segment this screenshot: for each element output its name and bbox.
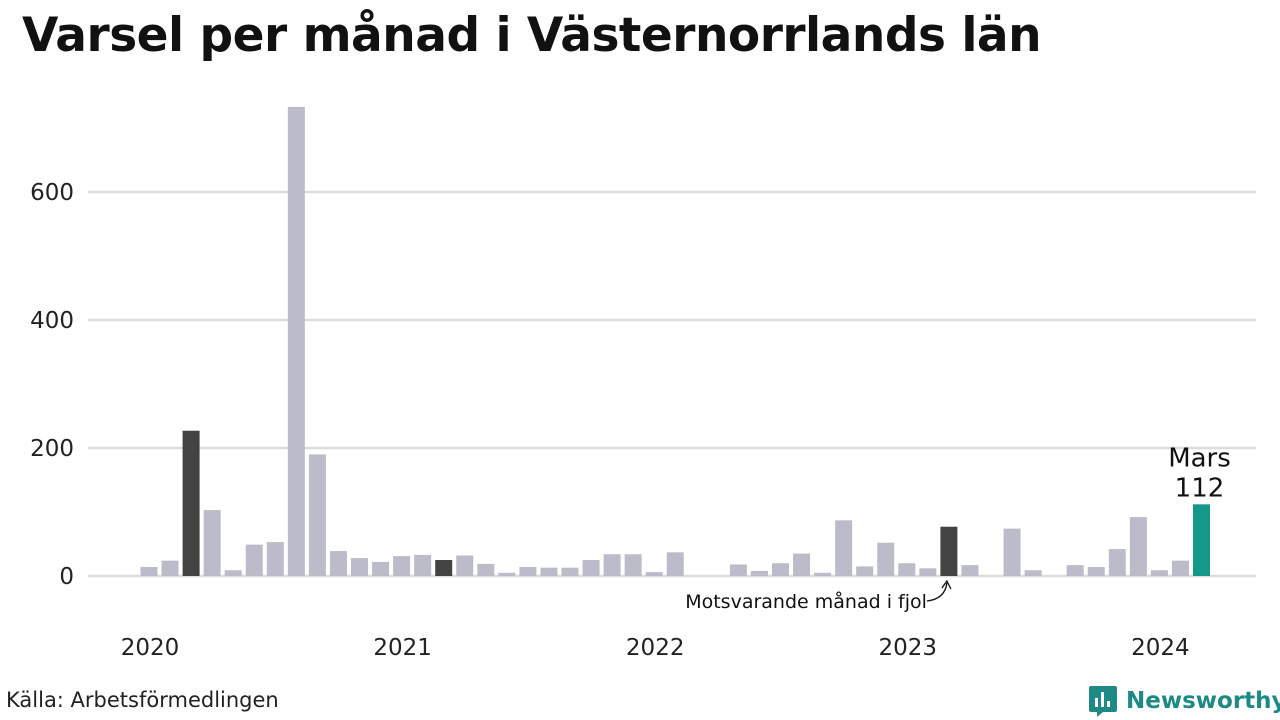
x-axis-ticks: 2020 2021 2022 2023 2024	[121, 635, 1190, 661]
bar	[477, 563, 495, 576]
bar	[814, 572, 832, 576]
bar	[224, 570, 242, 576]
bar	[540, 567, 558, 576]
bar	[245, 544, 263, 576]
bar	[1066, 565, 1084, 576]
bar	[351, 558, 368, 576]
last-year-arrow	[926, 582, 948, 602]
bar	[203, 510, 221, 576]
bar	[329, 551, 347, 576]
y-axis-ticks: 0 200 400 600	[30, 180, 74, 590]
bar	[308, 454, 326, 576]
bar	[666, 552, 684, 576]
bar-current-month	[1193, 504, 1210, 576]
y-tick-label: 600	[30, 180, 74, 206]
x-tick-label: 2024	[1131, 635, 1190, 661]
bar	[835, 520, 853, 576]
newsworthy-logo-icon	[1089, 686, 1117, 717]
x-tick-label: 2023	[879, 635, 938, 661]
bar	[561, 567, 579, 576]
bar	[1108, 549, 1126, 576]
bar	[1129, 517, 1147, 576]
y-tick-label: 400	[30, 308, 74, 334]
source-note: Källa: Arbetsförmedlingen	[6, 688, 279, 712]
bar	[287, 106, 305, 576]
bar	[877, 542, 895, 576]
bar	[1087, 567, 1105, 576]
y-tick-label: 200	[30, 436, 74, 462]
bar	[898, 563, 916, 576]
bar	[140, 567, 158, 576]
y-tick-label: 0	[59, 564, 74, 590]
last-year-label: Motsvarande månad i fjol	[685, 590, 927, 613]
bar	[645, 572, 663, 576]
newsworthy-logo: Newsworthy	[1088, 684, 1280, 718]
bar	[519, 567, 537, 576]
bar	[372, 561, 390, 576]
current-month-label: Mars	[1168, 443, 1231, 473]
bar	[1171, 560, 1189, 576]
gridlines	[88, 190, 1256, 578]
bar	[603, 554, 621, 576]
bar	[1150, 570, 1168, 576]
bar	[161, 560, 179, 576]
bar-march	[182, 430, 200, 576]
bar	[266, 542, 284, 576]
bar	[624, 554, 642, 576]
chart-title: Varsel per månad i Västernorrlands län	[22, 8, 1042, 63]
bars	[140, 106, 1210, 576]
brand-name: Newsworthy	[1126, 688, 1280, 714]
current-month-value: 112	[1175, 473, 1225, 503]
bar	[456, 555, 474, 576]
bar	[750, 570, 768, 576]
bar	[793, 553, 811, 576]
bar-march	[435, 560, 453, 576]
bar	[1003, 528, 1021, 576]
bar	[393, 556, 411, 576]
bar	[856, 566, 874, 576]
bar	[961, 565, 979, 576]
bar	[729, 564, 747, 576]
bar	[498, 572, 516, 576]
bar	[582, 560, 600, 576]
bar	[772, 563, 789, 576]
x-tick-label: 2020	[121, 635, 180, 661]
last-year-arrowhead	[941, 579, 952, 590]
bar	[414, 554, 432, 576]
x-tick-label: 2022	[626, 635, 685, 661]
annotations: Mars 112 Motsvarande månad i fjol	[685, 443, 1231, 613]
x-tick-label: 2021	[373, 635, 432, 661]
bar-march	[940, 526, 958, 576]
bar	[1024, 570, 1042, 576]
bar	[919, 568, 937, 576]
